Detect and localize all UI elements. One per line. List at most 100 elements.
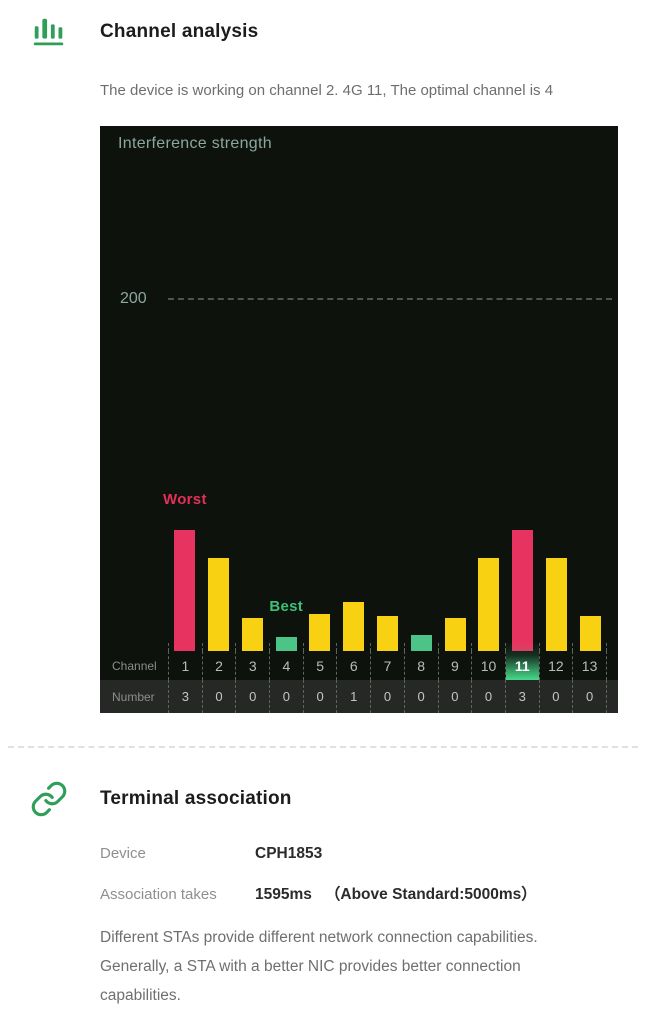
sta-count: 0: [282, 689, 291, 704]
channel-number: 9: [450, 657, 459, 674]
bar-cell-ch8: [404, 126, 438, 651]
channel-cell-13: 13: [572, 651, 607, 680]
association-takes-label: Association takes: [100, 886, 217, 903]
bar-cell-ch7: [371, 126, 405, 651]
channel-cell-8: 8: [403, 651, 438, 680]
number-cell-ch4: 0: [269, 680, 303, 713]
current-channel-highlight: [505, 642, 539, 680]
interference-bar-ch10: [478, 557, 500, 651]
channel-cell-2: 2: [201, 651, 236, 680]
channel-number: 5: [316, 657, 324, 674]
number-cell-ch3: 0: [235, 680, 269, 713]
bar-cell-ch4: [269, 126, 303, 651]
sta-count: 0: [451, 689, 459, 704]
device-row: Device CPH1853: [100, 845, 646, 863]
channel-row-label: Channel: [112, 658, 157, 673]
channel-cell-12: 12: [538, 651, 573, 680]
section-title-terminal-association: Terminal association: [100, 788, 292, 809]
number-row-label: Number: [112, 689, 155, 704]
bar-cell-ch9: [438, 126, 472, 651]
interference-bar-ch1: [174, 529, 196, 651]
channel-cell-6: 6: [336, 651, 370, 680]
interference-chart: Interference strength 200 Worst Best Chan…: [100, 126, 618, 713]
bar-cell-ch10: [472, 126, 506, 651]
sta-count: 0: [215, 689, 223, 704]
tick-cell-ch12: [538, 643, 573, 651]
channel-cell-4: 4: [269, 651, 303, 680]
channel-number: 10: [480, 657, 497, 674]
number-cell-ch7: 0: [370, 680, 404, 713]
number-cell-ch11: 3: [504, 680, 539, 713]
tick-cell-ch11: [504, 643, 539, 651]
tick-cell-ch9: [437, 643, 472, 651]
channel-cells: 1 2 3 4 5 6 7 8 9 10 11 12 13: [168, 642, 607, 680]
interference-bar-ch5: [309, 614, 331, 651]
interference-bar-ch12: [545, 557, 567, 651]
channel-number: 4: [282, 657, 291, 674]
association-time-value: 1595ms: [255, 886, 312, 903]
gridline-200: [168, 298, 612, 300]
tick-cell-ch1: [168, 643, 202, 651]
sta-count: 0: [552, 689, 560, 704]
bar-cell-ch2: [202, 126, 236, 651]
channel-number: 3: [248, 657, 257, 674]
gridline-label: 200: [120, 290, 147, 307]
channel-cell-3: 3: [235, 651, 269, 680]
channel-analysis-header: Channel analysis: [0, 0, 646, 51]
sta-count: 0: [249, 689, 257, 704]
tick-cell-ch4: [269, 643, 303, 651]
tick-cell-ch7: [370, 643, 404, 651]
annotation-worst: Worst: [163, 490, 207, 508]
number-cell-ch9: 0: [437, 680, 472, 713]
tick-cell-ch8: [403, 643, 438, 651]
channel-row: Channel 1 2 3 4 5 6 7 8 9 10 11 12 13: [100, 642, 618, 680]
interference-bar-ch13: [579, 615, 601, 651]
interference-bar-ch4: [275, 636, 297, 651]
sta-count: 1: [350, 689, 358, 704]
bar-cell-ch11: [506, 126, 540, 651]
channel-number: 7: [383, 657, 392, 674]
tick-cell-ch3: [235, 643, 269, 651]
device-label: Device: [100, 845, 146, 862]
sta-count: 0: [417, 689, 425, 704]
tick-cell-ch5: [302, 643, 337, 651]
bar-cell-ch3: [236, 126, 270, 651]
channel-number: 13: [581, 657, 598, 674]
number-cell-ch8: 0: [403, 680, 438, 713]
annotation-best: Best: [269, 597, 304, 615]
interference-bar-ch6: [343, 601, 365, 651]
number-row: Number 3 0 0 0 0 1 0 0 0 0 3 0 0: [100, 680, 618, 713]
bars-row: [168, 126, 607, 651]
channel-cell-5: 5: [302, 651, 337, 680]
tick-cell-ch13: [572, 643, 607, 651]
tick-cell-ch6: [336, 643, 370, 651]
number-cell-ch6: 1: [336, 680, 370, 713]
sta-count: 0: [316, 689, 324, 704]
number-cells: 3 0 0 0 0 1 0 0 0 0 3 0 0: [168, 680, 607, 713]
number-cell-ch5: 0: [302, 680, 337, 713]
channel-number: 2: [215, 657, 223, 674]
terminal-description: Different STAs provide different network…: [100, 929, 538, 1004]
channel-cell-10: 10: [471, 651, 505, 680]
number-cell-ch13: 0: [572, 680, 607, 713]
chart-plot: Interference strength 200 Worst Best: [100, 126, 618, 651]
chart-title: Interference strength: [118, 135, 272, 152]
bar-chart-icon: [30, 13, 68, 51]
channel-number: 8: [417, 657, 426, 674]
number-cell-ch1: 3: [168, 680, 202, 713]
channel-cell-9: 9: [437, 651, 472, 680]
interference-bar-ch8: [410, 635, 432, 651]
number-cell-ch10: 0: [471, 680, 505, 713]
tick-cell-ch2: [201, 643, 236, 651]
association-standard-note: （Above Standard:5000ms）: [324, 886, 537, 903]
interference-bar-ch2: [208, 557, 230, 651]
number-cell-ch2: 0: [201, 680, 236, 713]
section-divider: [8, 746, 638, 748]
bar-cell-ch5: [303, 126, 337, 651]
terminal-info-rows: Device CPH1853 Association takes 1595ms …: [100, 845, 646, 904]
sta-count: 0: [585, 689, 594, 704]
channel-cell-1: 1: [168, 651, 202, 680]
bar-cell-ch6: [337, 126, 371, 651]
sta-count: 0: [484, 689, 493, 704]
interference-bar-ch3: [241, 617, 263, 651]
